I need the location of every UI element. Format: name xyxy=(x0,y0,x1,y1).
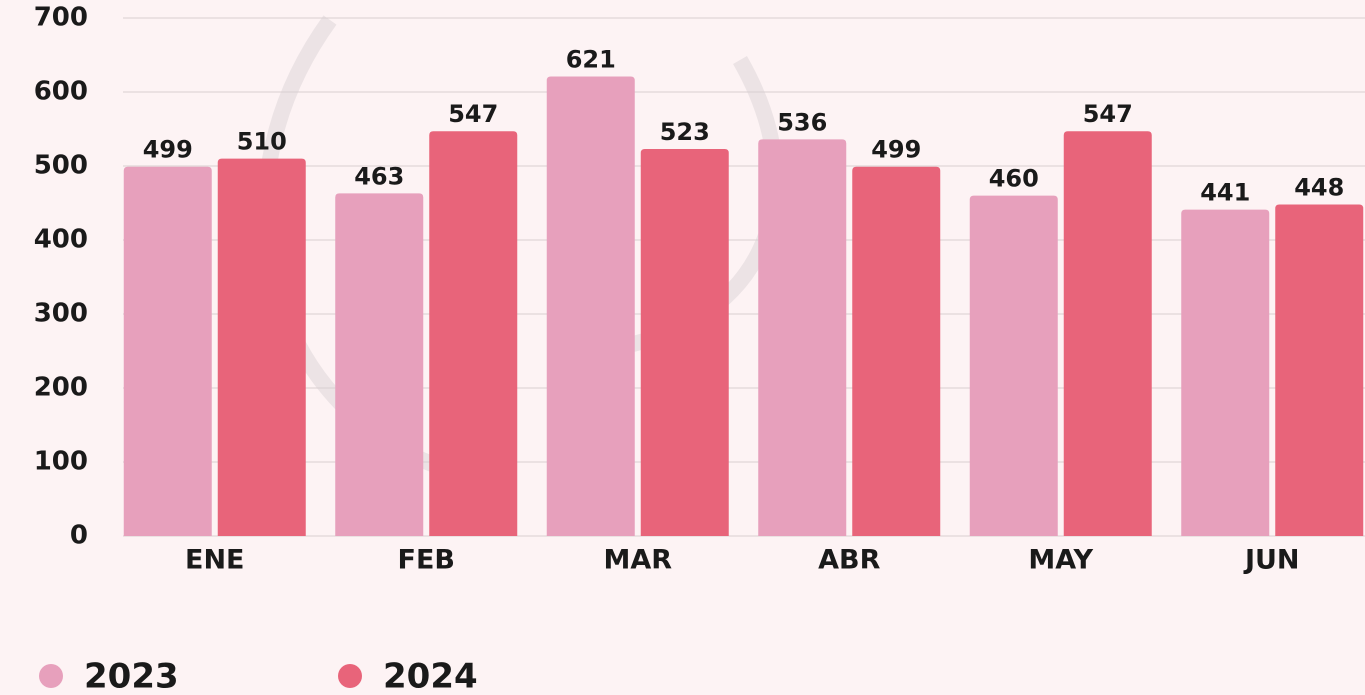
y-tick-label: 600 xyxy=(34,77,88,107)
bar xyxy=(218,159,306,536)
y-tick-label: 100 xyxy=(34,447,88,477)
data-label: 523 xyxy=(660,118,710,146)
data-label: 536 xyxy=(777,108,827,136)
x-tick-label: MAY xyxy=(1028,545,1093,576)
x-tick-label: FEB xyxy=(398,545,455,576)
data-label: 441 xyxy=(1200,179,1250,207)
data-label: 547 xyxy=(448,100,498,128)
legend-marker xyxy=(338,664,362,688)
x-tick-label: JUN xyxy=(1243,545,1300,576)
bar xyxy=(1064,131,1152,536)
data-label: 510 xyxy=(237,128,287,156)
legend-label: 2024 xyxy=(383,657,478,695)
x-tick-label: ENE xyxy=(185,545,244,576)
bar xyxy=(758,139,846,536)
bar xyxy=(852,167,940,536)
data-label: 499 xyxy=(871,136,921,164)
bar xyxy=(547,76,635,536)
y-tick-label: 300 xyxy=(34,299,88,329)
bar xyxy=(641,149,729,536)
data-label: 547 xyxy=(1083,100,1133,128)
y-tick-label: 700 xyxy=(34,3,88,33)
bar xyxy=(1275,204,1363,536)
bar xyxy=(335,193,423,536)
x-tick-label: ABR xyxy=(818,545,880,576)
legend-marker xyxy=(39,664,63,688)
x-tick-label: MAR xyxy=(603,545,672,576)
chart: 0 100 200 300 400 500 600 700 ENE 499 510 FEB 463 547… xyxy=(0,0,1365,695)
bar xyxy=(429,131,517,536)
bar xyxy=(970,196,1058,536)
bar xyxy=(124,167,212,536)
data-label: 448 xyxy=(1294,173,1344,201)
y-tick-label: 400 xyxy=(34,225,88,255)
bar xyxy=(1181,210,1269,536)
y-tick-label: 200 xyxy=(34,373,88,403)
y-tick-label: 500 xyxy=(34,151,88,181)
data-label: 463 xyxy=(354,162,404,190)
data-label: 460 xyxy=(989,165,1039,193)
legend-label: 2023 xyxy=(84,657,179,695)
y-tick-label: 0 xyxy=(70,521,88,551)
data-label: 499 xyxy=(143,136,193,164)
data-label: 621 xyxy=(566,45,616,73)
